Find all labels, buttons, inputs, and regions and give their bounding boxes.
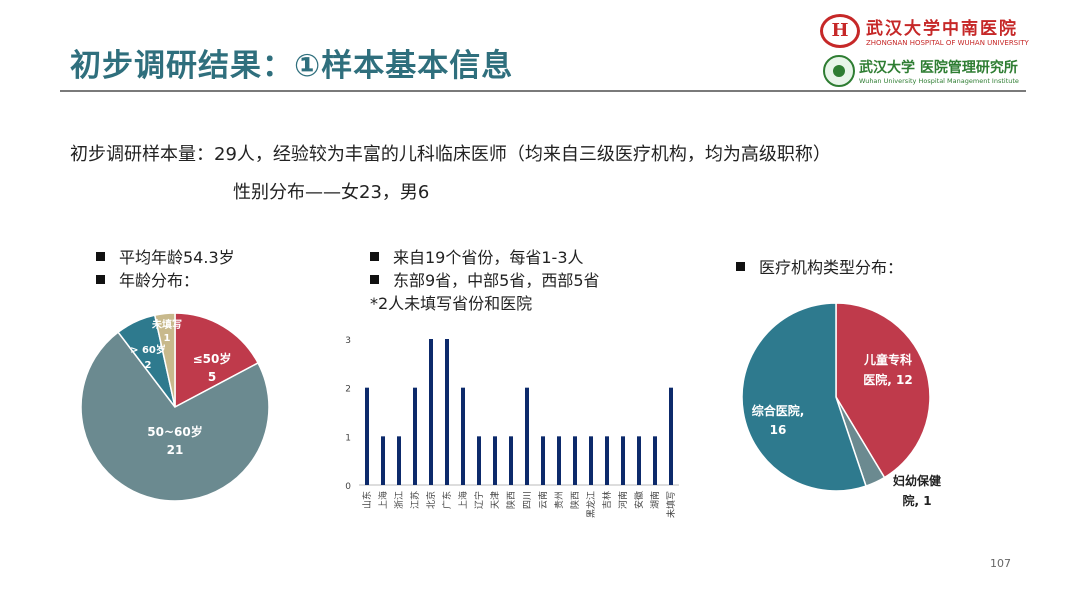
x-tick-label: 上海 <box>457 491 469 509</box>
institution-bullets: 医疗机构类型分布： <box>736 256 903 279</box>
x-tick-label: 湖南 <box>649 491 661 509</box>
bar <box>653 436 657 485</box>
x-tick-label: 上海 <box>377 491 389 509</box>
bar <box>621 436 625 485</box>
institute-name-en: Wuhan University Hospital Management Ins… <box>859 77 1019 85</box>
x-tick-label: 四川 <box>523 491 533 509</box>
y-tick-label: 3 <box>345 336 351 346</box>
y-tick-label: 1 <box>345 433 351 443</box>
bar <box>589 436 593 485</box>
pie-data-label: 妇幼保健院, 1 <box>892 473 942 508</box>
bar <box>669 387 673 485</box>
pie-slice <box>741 302 867 492</box>
bullet-item: 东部9省，中部5省，西部5省 <box>370 269 600 292</box>
square-bullet-icon <box>96 275 105 284</box>
bar <box>637 436 641 485</box>
x-tick-label: 河南 <box>617 491 629 509</box>
bar <box>541 436 545 485</box>
province-bar-chart: 0123山东 上海 浙江 江苏 北京 广东 上海 辽宁 天津 陕西 四川 云南 贵州 陕西 黑龙江 吉林 河南安… <box>345 336 679 518</box>
bar <box>493 436 497 485</box>
pie-slice <box>153 312 176 408</box>
institute-logo: 武汉大学 医院管理研究所 Wuhan University Hospital M… <box>823 55 1023 89</box>
x-tick-label: 北京 <box>425 491 437 509</box>
pie-data-label: > 60岁 2 <box>130 343 166 371</box>
bar <box>525 387 529 485</box>
zhongnan-hospital-logo: H 武汉大学中南医院 ZHONGNAN HOSPITAL OF WUHAN UN… <box>820 14 1029 48</box>
x-tick-label: 浙江 <box>393 491 405 509</box>
x-tick-label: 黑龙江 <box>585 491 597 518</box>
x-tick-label: 广东 <box>441 491 453 509</box>
hospital-name-cn: 武汉大学中南医院 <box>866 19 1018 39</box>
x-tick-label: 未填写 <box>665 491 677 518</box>
x-tick-label: 天津 <box>490 491 501 509</box>
page-title: 初步调研结果：①样本基本信息 <box>70 48 514 84</box>
bar <box>477 436 481 485</box>
x-tick-label: 吉林 <box>601 491 613 509</box>
x-tick-label: 云南 <box>537 491 549 509</box>
x-tick-label: 陕西 <box>569 491 581 509</box>
bar <box>397 436 401 485</box>
province-note: *2人未填写省份和医院 <box>370 294 533 313</box>
university-seal-icon <box>823 55 855 87</box>
bar <box>413 387 417 485</box>
pie-data-label: ≤50岁 5 <box>193 351 232 384</box>
bar <box>365 387 369 485</box>
pie-slice <box>80 331 270 502</box>
x-tick-label: 陕西 <box>505 491 517 509</box>
bar <box>429 339 433 485</box>
bullet-item: 平均年龄54.3岁 <box>96 246 235 269</box>
pie-data-label: 综合医院, 16 <box>752 403 805 437</box>
hospital-name-en: ZHONGNAN HOSPITAL OF WUHAN UNIVERSITY <box>866 39 1029 47</box>
age-bullets: 平均年龄54.3岁 年龄分布： <box>96 246 235 292</box>
hospital-h-icon: H <box>820 14 860 48</box>
bar <box>461 387 465 485</box>
pie-data-label: 儿童专科医院, 12 <box>863 352 913 387</box>
x-tick-label: 山东 <box>361 491 373 509</box>
title-divider <box>60 90 1026 92</box>
x-tick-label: 辽宁 <box>473 491 485 509</box>
pie-slice <box>174 312 260 409</box>
institute-name-cn: 武汉大学 医院管理研究所 <box>859 60 1018 76</box>
x-tick-label: 安徽 <box>633 491 645 509</box>
institution-pie-chart: 儿童专科医院, 12 综合医院, 16 妇幼保健院, 1 <box>741 302 942 508</box>
y-tick-label: 2 <box>345 385 351 395</box>
square-bullet-icon <box>96 252 105 261</box>
square-bullet-icon <box>736 262 745 271</box>
square-bullet-icon <box>370 275 379 284</box>
square-bullet-icon <box>370 252 379 261</box>
province-bullets: 来自19个省份，每省1-3人 东部9省，中部5省，西部5省 *2人未填写省份和医… <box>370 246 600 315</box>
bar <box>557 436 561 485</box>
gender-distribution-text: 性别分布——女23，男6 <box>233 182 430 203</box>
y-tick-label: 0 <box>345 482 351 492</box>
x-tick-label: 贵州 <box>553 491 565 509</box>
bar <box>509 436 513 485</box>
bar <box>605 436 609 485</box>
bullet-item: 年龄分布： <box>96 269 235 292</box>
pie-slice <box>835 302 931 479</box>
bar <box>573 436 577 485</box>
x-tick-label: 江苏 <box>409 491 421 509</box>
bullet-item: 来自19个省份，每省1-3人 <box>370 246 600 269</box>
bar <box>381 436 385 485</box>
bullet-item: 医疗机构类型分布： <box>736 256 903 279</box>
page-number: 107 <box>990 557 1011 570</box>
sample-size-text: 初步调研样本量：29人，经验较为丰富的儿科临床医师（均来自三级医疗机构，均为高级… <box>70 144 831 165</box>
pie-data-label: 未填写 1 <box>151 318 182 344</box>
pie-data-label: 50~60岁 21 <box>147 424 202 457</box>
bar <box>445 339 449 485</box>
